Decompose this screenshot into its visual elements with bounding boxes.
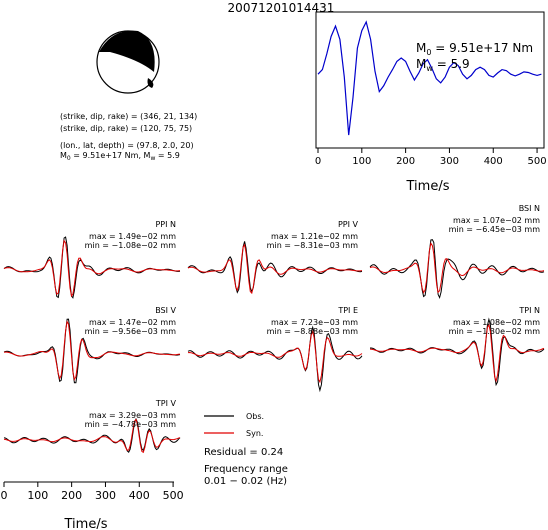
- fault-plane-2: (strike, dip, rake) = (120, 75, 75): [60, 124, 192, 133]
- max-amplitude: max = 1.47e−02 mm: [89, 318, 176, 327]
- waveform-synthetic-line: [369, 241, 545, 294]
- min-amplitude: min = −8.31e−03 mm: [267, 241, 359, 250]
- waveform-observed-line: [370, 317, 545, 387]
- max-amplitude: max = 1.49e−02 mm: [89, 232, 176, 241]
- frequency-range-value: 0.01 − 0.02 (Hz): [204, 476, 287, 487]
- station-label: TPI N: [518, 306, 540, 315]
- waveform-tick-label-200: 200: [61, 489, 82, 502]
- stf-tick-label-0: 0: [315, 156, 321, 167]
- station-label: BSI N: [519, 204, 540, 213]
- waveform-xlabel: Time/s: [64, 517, 108, 530]
- station-label: PPI V: [338, 220, 359, 229]
- waveform-synthetic-line: [3, 320, 181, 382]
- figure-title: 20071201014431: [228, 1, 335, 15]
- stf-tick-label-500: 500: [528, 156, 547, 167]
- min-amplitude: min = −1.30e−02 mm: [449, 327, 541, 336]
- station-label: TPI E: [337, 306, 358, 315]
- max-amplitude: max = 3.29e−03 mm: [89, 411, 176, 420]
- stf-plot: 0 100 200 300 400 500 Time/s M0 = 9.51e+17 Nm…: [315, 11, 547, 194]
- legend-syn: Syn.: [246, 429, 263, 438]
- waveform-synthetic-line: [187, 243, 363, 295]
- min-amplitude: min = −8.88e−03 mm: [267, 327, 359, 336]
- stf-tick-label-200: 200: [396, 156, 415, 167]
- moment-magnitude-line: M0 = 9.51e+17 Nm, Mw = 5.9: [60, 151, 180, 162]
- legend: Obs. Syn. Residual = 0.24 Frequency rang…: [204, 412, 288, 487]
- max-amplitude: max = 1.07e−02 mm: [453, 216, 540, 225]
- stf-tick-label-100: 100: [352, 156, 371, 167]
- waveform-tick-label-400: 400: [129, 489, 150, 502]
- stf-x-axis: 0 100 200 300 400 500: [315, 148, 547, 167]
- min-amplitude: min = −1.08e−02 mm: [85, 241, 177, 250]
- station-label: TPI V: [155, 399, 177, 408]
- waveform-synthetic-line: [369, 323, 545, 383]
- stf-tick-label-400: 400: [484, 156, 503, 167]
- waveform-tick-label-500: 500: [163, 489, 184, 502]
- waveform-tick-label-100: 100: [27, 489, 48, 502]
- waveform-synthetic-line: [3, 239, 181, 298]
- waveform-observed-line: [369, 239, 545, 300]
- min-amplitude: min = −6.45e−03 mm: [449, 225, 541, 234]
- waveform-synthetic-line: [3, 418, 181, 454]
- frequency-range-title: Frequency range: [204, 464, 288, 475]
- max-amplitude: max = 7.23e−03 mm: [271, 318, 358, 327]
- station-label: PPI N: [155, 220, 176, 229]
- waveform-x-axis: 0 100 200 300 400 500: [1, 481, 184, 502]
- waveform-observed-line: [187, 241, 363, 294]
- stf-series-line-0: [317, 20, 542, 136]
- min-amplitude: min = −4.78e−03 mm: [85, 420, 177, 429]
- source-parameters: (strike, dip, rake) = (346, 21, 134) (st…: [60, 112, 197, 162]
- min-amplitude: min = −9.56e−03 mm: [85, 327, 177, 336]
- focal-mechanism-beachball: [96, 30, 160, 94]
- stf-mw-label: Mw = 5.9: [416, 57, 470, 73]
- stf-moment-label: M0 = 9.51e+17 Nm: [416, 41, 533, 57]
- waveform-tick-label-0: 0: [1, 489, 8, 502]
- stf-tick-label-300: 300: [440, 156, 459, 167]
- max-amplitude: max = 1.08e−02 mm: [453, 318, 540, 327]
- waveform-tick-label-300: 300: [95, 489, 116, 502]
- legend-obs: Obs.: [246, 412, 264, 421]
- waveform-synthetic-line: [187, 329, 363, 384]
- waveform-observed-line: [187, 325, 363, 393]
- max-amplitude: max = 1.21e−02 mm: [271, 232, 358, 241]
- location-depth: (lon., lat, depth) = (97.8, 2.0, 20): [60, 141, 194, 150]
- waveform-observed-line: [3, 417, 181, 454]
- residual: Residual = 0.24: [204, 447, 283, 458]
- station-label: BSI V: [155, 306, 176, 315]
- fault-plane-1: (strike, dip, rake) = (346, 21, 134): [60, 112, 197, 121]
- stf-xlabel: Time/s: [406, 179, 450, 194]
